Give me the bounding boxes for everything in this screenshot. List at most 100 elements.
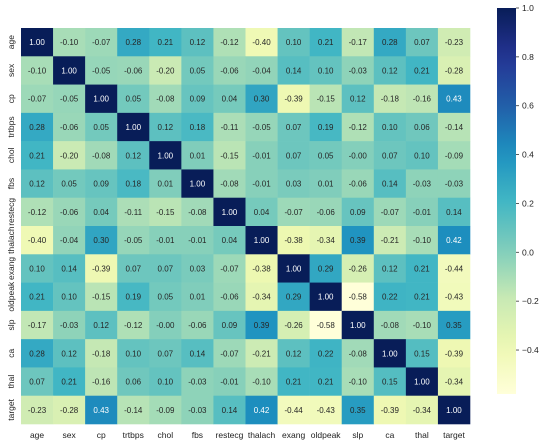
- cell-value-label: -0.03: [413, 180, 432, 189]
- cell-value-label: -0.17: [349, 38, 368, 47]
- heatmap-cell-age-thalach: [245, 28, 278, 57]
- cell-value-label: 0.22: [382, 293, 398, 302]
- cell-value-label: -0.16: [92, 378, 111, 387]
- colorbar-tick-label: 0.0: [522, 247, 534, 257]
- cell-value-label: 0.28: [29, 123, 45, 132]
- x-tick-label-oldpeak: oldpeak: [311, 430, 342, 440]
- cell-value-label: 0.28: [125, 38, 141, 47]
- x-tick-label-slp: slp: [352, 430, 363, 440]
- cell-value-label: 0.21: [414, 264, 430, 273]
- heatmap-cell-thalach-trtbps: [117, 226, 150, 255]
- heatmap-cell-slp-ca: [373, 310, 407, 340]
- cell-value-label: -0.08: [188, 208, 207, 217]
- heatmap-cell-thal-cp: [85, 367, 118, 397]
- heatmap-cell-thalach-chol: [149, 226, 182, 255]
- heatmap-cell-thal-oldpeak: [309, 367, 343, 397]
- cell-value-label: 1.00: [125, 123, 141, 132]
- cell-value-label: -0.09: [156, 406, 175, 415]
- cell-value-label: 1.00: [286, 264, 302, 273]
- heatmap-cell-cp-fbs: [181, 84, 214, 114]
- heatmap-cell-restecg-sex: [53, 197, 86, 227]
- cell-value-label: 0.14: [61, 264, 77, 273]
- cell-value-label: -0.07: [28, 95, 47, 104]
- heatmap-cell-exang-thalach: [245, 254, 278, 283]
- colorbar-tick-label: −0.2: [522, 296, 539, 306]
- heatmap-cell-restecg-thal: [405, 197, 439, 227]
- heatmap-cell-thalach-thalach: [245, 226, 278, 255]
- heatmap-cell-thal-fbs: [181, 367, 214, 397]
- heatmap-cell-thalach-thal: [405, 226, 439, 255]
- cell-value-label: -0.28: [60, 406, 79, 415]
- heatmap-cell-age-cp: [85, 28, 118, 57]
- cell-value-label: -0.23: [28, 406, 47, 415]
- heatmap-cell-cp-target: [437, 84, 471, 114]
- cell-value-label: 0.05: [190, 66, 206, 75]
- cell-value-label: -0.00: [156, 321, 175, 330]
- x-tick-label-chol: chol: [158, 430, 174, 440]
- cell-value-label: 0.01: [158, 180, 174, 189]
- heatmap-cell-age-ca: [373, 28, 407, 57]
- heatmap-cell-age-exang: [277, 28, 310, 57]
- y-tick-label-restecg: restecg: [6, 198, 16, 226]
- heatmap-cell-exang-thal: [405, 254, 439, 283]
- heatmap-cell-target-target: [437, 395, 471, 425]
- cell-value-label: 1.00: [382, 349, 398, 358]
- heatmap-cell-restecg-trtbps: [117, 197, 150, 227]
- cell-value-label: 0.12: [29, 180, 45, 189]
- cell-value-label: 0.10: [382, 123, 398, 132]
- cell-value-label: -0.15: [317, 95, 336, 104]
- heatmap-cell-fbs-fbs: [181, 169, 214, 199]
- heatmap-cell-oldpeak-thal: [405, 282, 439, 312]
- colorbar-tick-label: −0.4: [522, 345, 539, 355]
- heatmap-cell-slp-trtbps: [117, 310, 150, 340]
- x-tick-label-trtbps: trtbps: [123, 430, 144, 440]
- heatmap-cell-oldpeak-oldpeak: [309, 282, 343, 312]
- cell-value-label: -0.39: [445, 349, 464, 358]
- cell-value-label: 0.35: [446, 321, 462, 330]
- cell-value-label: -0.08: [381, 321, 400, 330]
- heatmap-cell-sex-sex: [53, 56, 86, 85]
- heatmap-cell-chol-age: [21, 141, 54, 170]
- cell-value-label: -0.10: [413, 236, 432, 245]
- cell-value-label: -0.04: [60, 236, 79, 245]
- heatmap-cell-ca-age: [21, 339, 54, 368]
- heatmap-cell-exang-cp: [85, 254, 118, 283]
- heatmap-cell-trtbps-target: [437, 112, 471, 142]
- heatmap-cell-exang-slp: [341, 254, 375, 283]
- heatmap-cell-restecg-exang: [277, 197, 310, 227]
- heatmap-cell-trtbps-thal: [405, 112, 439, 142]
- colorbar-tick-label: 0.2: [522, 198, 534, 208]
- heatmap-cell-target-oldpeak: [309, 395, 343, 425]
- heatmap-cell-trtbps-chol: [149, 112, 182, 142]
- heatmap-cell-thal-chol: [149, 367, 182, 397]
- heatmap-cell-target-thalach: [245, 395, 278, 425]
- cell-value-label: -0.06: [60, 208, 79, 217]
- colorbar-gradient: [497, 8, 516, 394]
- cell-value-label: 0.06: [125, 378, 141, 387]
- heatmap-cell-cp-slp: [341, 84, 375, 114]
- x-tick-label-target: target: [443, 430, 465, 440]
- heatmap-cell-thalach-exang: [277, 226, 310, 255]
- cell-value-label: -0.09: [445, 151, 464, 160]
- cell-value-label: 0.07: [286, 123, 302, 132]
- cell-value-label: -0.43: [317, 406, 336, 415]
- heatmap-cell-oldpeak-age: [21, 282, 54, 312]
- y-tick-label-chol: chol: [6, 147, 16, 163]
- heatmap-cell-fbs-chol: [149, 169, 182, 199]
- heatmap-cell-restecg-age: [21, 197, 54, 227]
- cell-value-label: 0.01: [190, 151, 206, 160]
- heatmap-cell-target-thal: [405, 395, 439, 425]
- heatmap-cell-thal-slp: [341, 367, 375, 397]
- y-tick-label-ca: ca: [6, 349, 16, 358]
- heatmap-cell-target-cp: [85, 395, 118, 425]
- cell-value-label: 0.05: [125, 95, 141, 104]
- heatmap-cell-oldpeak-fbs: [181, 282, 214, 312]
- heatmap-cell-ca-thal: [405, 339, 439, 368]
- colorbar-tick-label: 0.6: [522, 101, 534, 111]
- heatmap-cell-thalach-oldpeak: [309, 226, 343, 255]
- heatmap-cell-ca-trtbps: [117, 339, 150, 368]
- heatmap-cell-slp-restecg: [213, 310, 246, 340]
- heatmap-cell-sex-fbs: [181, 56, 214, 85]
- heatmap-cell-trtbps-oldpeak: [309, 112, 343, 142]
- cell-value-label: 0.28: [382, 38, 398, 47]
